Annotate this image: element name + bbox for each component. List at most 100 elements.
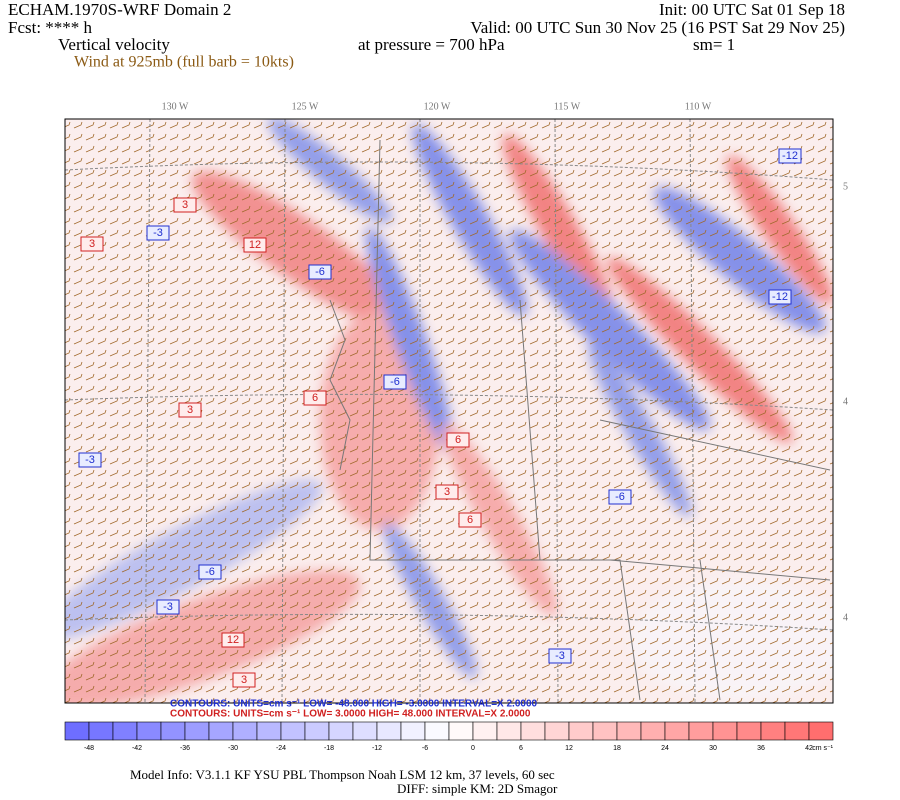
longitude-label: 130 W [162,101,189,112]
colorbar-box [784,721,810,741]
colorbar-box [208,721,234,741]
contour-label-text: 6 [467,514,473,526]
contour-label-text: -6 [615,491,625,503]
contour-label: -6 [308,264,332,280]
contour-label-text: -6 [315,266,325,278]
forecast-hour: Fcst: **** h [8,18,93,37]
contour-label-box [303,390,327,406]
colorbar-box [400,721,426,741]
colorbar: -48 -42 -36 -30 -24 -18 -12 -6 0 6 12 18 24 30 36 42 cm … [64,721,834,752]
contour-label: 3 [232,672,256,688]
colorbar-box [568,721,594,741]
contour-label-text: -3 [163,601,173,613]
colorbar-tick-label: 18 [613,745,621,752]
colorbar-box [712,721,738,741]
colorbar-box [328,721,354,741]
colorbar-tick-label: 30 [709,745,717,752]
contour-label: -3 [156,599,180,615]
contour-label: 6 [446,432,470,448]
colorbar-box [376,721,402,741]
contour-label-box [768,289,792,305]
contour-label: 3 [80,236,104,252]
contour-label-text: 12 [227,634,239,646]
contour-label-text: 6 [455,434,461,446]
contour-label-box [308,264,332,280]
colorbar-tick-label: -18 [324,745,334,752]
contour-label: 12 [221,632,245,648]
contour-label-box [221,632,245,648]
contour-label-box [243,237,267,253]
longitude-label: 115 W [554,101,581,112]
colorbar-tick-label: 36 [757,745,765,752]
colorbar-box [664,721,690,741]
contour-label-text: -6 [390,376,400,388]
colorbar-tick-label: 6 [519,745,523,752]
diffusion-info: DIFF: simple KM: 2D Smagor [397,781,558,796]
contour-label: -6 [198,564,222,580]
colorbar-box [592,721,618,741]
latitude-label: 4 [843,396,848,407]
contour-label: -6 [608,489,632,505]
contour-label-text: -3 [85,454,95,466]
contour-label: -12 [778,148,802,164]
colorbar-box [184,721,210,741]
contour-label-box [178,402,202,418]
smoothing: sm= 1 [693,35,735,54]
contour-label-box [458,512,482,528]
contour-label: 12 [243,237,267,253]
contour-label: -12 [768,289,792,305]
contour-label-text: -6 [205,566,215,578]
init-time: Init: 00 UTC Sat 01 Sep 18 [659,0,845,19]
wind-note: Wind at 925mb (full barb = 10kts) [74,54,294,71]
contour-label-text: 3 [444,486,450,498]
colorbar-box [616,721,642,741]
map-frame [64,118,834,704]
latitude-label: 5 [843,181,848,192]
colorbar-box [160,721,186,741]
colorbar-box [640,721,666,741]
colorbar-tick-label: -30 [228,745,238,752]
colorbar-tick-label: 0 [471,745,475,752]
colorbar-box [496,721,522,741]
colorbar-tick-label: -48 [84,745,94,752]
contour-label: 3 [435,484,459,500]
model-title: ECHAM.1970S-WRF Domain 2 [8,0,231,19]
negative-contour-info: CONTOURS: UNITS=cm s⁻¹ LOW= -48.000 HIGH… [170,699,538,710]
colorbar-box [136,721,162,741]
colorbar-box [520,721,546,741]
colorbar-units: cm s⁻¹ [812,745,833,752]
longitude-label: 110 W [685,101,712,112]
latitude-label: 4 [843,612,848,623]
valid-time: Valid: 00 UTC Sun 30 Nov 25 (16 PST Sat … [470,18,845,37]
contour-label-text: -12 [772,291,788,303]
colorbar-box [688,721,714,741]
contour-label: -3 [548,648,572,664]
contour-label-text: 3 [241,674,247,686]
colorbar-box [808,721,834,741]
contour-label-text: 3 [187,404,193,416]
colorbar-box [544,721,570,741]
colorbar-box [352,721,378,741]
colorbar-box [760,721,786,741]
colorbar-box [448,721,474,741]
field-name: Vertical velocity [58,35,170,54]
contour-label: -6 [383,374,407,390]
contour-label: 6 [458,512,482,528]
contour-label-box [383,374,407,390]
longitude-label: 125 W [292,101,319,112]
contour-label-text: 3 [182,199,188,211]
pressure-level: at pressure = 700 hPa [358,35,505,54]
colorbar-tick-label: 24 [661,745,669,752]
contour-label-box [446,432,470,448]
contour-label-text: -3 [153,227,163,239]
contour-label-box [156,599,180,615]
colorbar-tick-label: -42 [132,745,142,752]
positive-contour-info: CONTOURS: UNITS=cm s⁻¹ LOW= 3.0000 HIGH=… [170,709,531,720]
colorbar-box [64,721,90,741]
contour-label-box [548,648,572,664]
contour-label-box [608,489,632,505]
colorbar-tick-label: -24 [276,745,286,752]
colorbar-box [112,721,138,741]
longitude-label: 120 W [424,101,451,112]
